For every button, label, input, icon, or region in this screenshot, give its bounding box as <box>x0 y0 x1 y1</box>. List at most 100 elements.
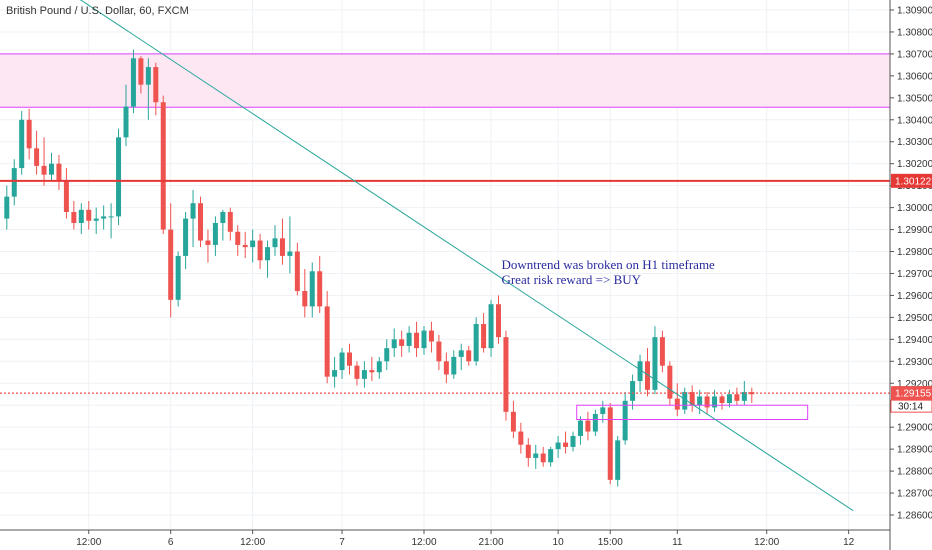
candle-body <box>414 332 420 349</box>
candle-body <box>26 119 32 149</box>
candle-body <box>421 330 427 349</box>
candle-body <box>652 337 658 390</box>
y-tick-label: 1.29600 <box>897 291 932 302</box>
candles <box>4 49 755 487</box>
y-tick-label: 1.30200 <box>897 159 932 170</box>
candle-body <box>123 106 129 138</box>
candle-body <box>741 392 747 401</box>
candle-body <box>376 361 382 373</box>
candle-body <box>577 420 583 436</box>
y-tick-label: 1.30300 <box>897 137 932 148</box>
candle-body <box>563 442 569 447</box>
current-price-badge <box>891 386 932 401</box>
candle-body <box>525 444 531 458</box>
y-tick-label: 1.28700 <box>897 489 932 500</box>
candle-body <box>250 240 256 248</box>
candle-body <box>361 370 367 379</box>
y-tick-label: 1.29200 <box>897 379 932 390</box>
x-tick-label: 12:00 <box>754 537 779 548</box>
x-tick-label: 12:00 <box>76 537 101 548</box>
candle-body <box>227 212 233 232</box>
candle-body <box>339 352 345 371</box>
candle-body <box>428 330 434 342</box>
candle-body <box>436 341 442 362</box>
candle-body <box>86 209 92 221</box>
candle-body <box>466 350 472 362</box>
candle-body <box>317 271 323 307</box>
candle-body <box>369 370 375 373</box>
candle-body <box>347 352 352 366</box>
candle-body <box>726 394 732 404</box>
x-tick-label: 10 <box>553 537 565 548</box>
resistance-price-badge <box>891 173 932 188</box>
candle-body <box>682 392 688 410</box>
candle-body <box>458 350 464 357</box>
candle-body <box>145 67 151 85</box>
y-tick-label: 1.30400 <box>897 115 932 126</box>
x-tick-label: 6 <box>168 537 174 548</box>
candle-body <box>34 148 40 166</box>
y-tick-label: 1.28800 <box>897 467 932 478</box>
candle-body <box>704 396 710 408</box>
candle-body <box>242 244 248 248</box>
candle-body <box>510 411 516 432</box>
candle-body <box>697 396 703 406</box>
candle-body <box>265 247 271 261</box>
candle-body <box>615 440 621 480</box>
candle-body <box>406 332 412 346</box>
y-tick-label: 1.30900 <box>897 6 932 17</box>
candle-body <box>607 407 613 480</box>
candle-body <box>4 196 10 219</box>
y-tick-label: 1.30000 <box>897 203 932 214</box>
candle-body <box>391 339 397 349</box>
y-tick-label: 1.29700 <box>897 269 932 280</box>
candle-body <box>622 400 628 441</box>
candle-body <box>11 168 17 197</box>
candle-body <box>56 163 62 182</box>
candle-body <box>108 216 114 218</box>
candle-body <box>63 181 69 212</box>
y-tick-label: 1.30700 <box>897 49 932 60</box>
support-zone <box>576 404 809 420</box>
downtrend-line <box>79 0 854 512</box>
y-tick-label: 1.29800 <box>897 247 932 258</box>
candle-body <box>309 271 315 307</box>
x-tick-label: 11 <box>672 537 683 548</box>
resistance-price-label: 1.30122 <box>895 176 932 187</box>
y-tick-label: 1.29000 <box>897 423 932 434</box>
candle-body <box>41 165 47 175</box>
candle-body <box>443 361 449 375</box>
y-tick-label: 1.30600 <box>897 71 932 82</box>
candle-body <box>719 396 725 404</box>
candle-body <box>659 337 665 366</box>
candle-body <box>488 304 494 349</box>
candle-body <box>49 163 54 175</box>
candle-body <box>71 212 77 223</box>
candle-body <box>674 398 680 410</box>
candle-body <box>153 67 159 103</box>
candle-body <box>481 323 487 349</box>
candle-body <box>294 251 300 292</box>
candle-body <box>533 453 539 458</box>
candle-body <box>585 420 591 432</box>
candle-body <box>399 339 405 346</box>
candle-body <box>540 453 546 463</box>
candle-body <box>302 291 308 307</box>
x-tick-label: 7 <box>339 537 345 548</box>
candle-body <box>503 337 509 412</box>
candle-body <box>130 58 136 107</box>
candle-body <box>473 323 479 362</box>
candle-body <box>689 392 695 406</box>
candle-body <box>630 381 636 401</box>
candle-body <box>324 306 330 377</box>
candle-body <box>190 203 196 219</box>
candle-body <box>332 370 338 377</box>
countdown-label: 30:14 <box>898 402 923 413</box>
candle-body <box>600 407 606 414</box>
candle-body <box>749 392 755 395</box>
candle-body <box>548 449 554 463</box>
overlays: Downtrend was broken on H1 timeframeGrea… <box>0 0 890 512</box>
candle-body <box>734 394 740 401</box>
